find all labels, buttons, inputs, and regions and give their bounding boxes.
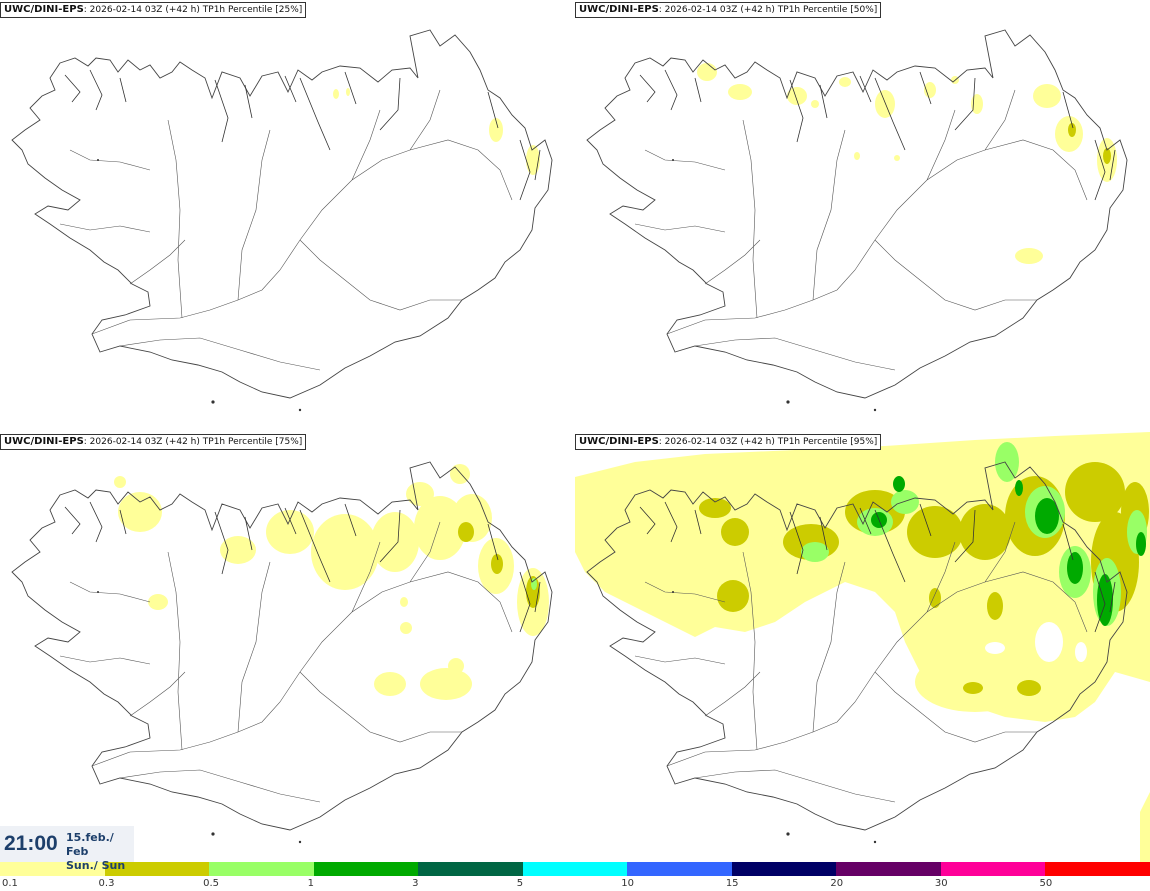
legend-swatch xyxy=(418,862,523,876)
precip-map xyxy=(11,29,553,412)
panel-title: UWC/DINI-EPS: 2026-02-14 03Z (+42 h) TP1… xyxy=(575,434,882,450)
legend-swatch xyxy=(627,862,732,876)
legend-swatch xyxy=(209,862,314,876)
precip-areas xyxy=(114,464,549,700)
legend-swatch xyxy=(104,862,210,876)
valid-date: 15.feb./ Feb Sun./ Sun xyxy=(66,831,134,873)
legend-swatch xyxy=(1045,862,1150,876)
precip-areas xyxy=(333,88,540,175)
legend-swatch xyxy=(940,862,1046,876)
legend-swatches xyxy=(0,862,1150,876)
legend-tick-label: 5 xyxy=(516,878,524,889)
panel-title: UWC/DINI-EPS: 2026-02-14 03Z (+42 h) TP1… xyxy=(575,2,882,18)
legend-tick-label: 1 xyxy=(307,878,314,889)
precip-areas xyxy=(575,432,1150,862)
precip-map xyxy=(586,29,1128,412)
precip-map xyxy=(11,461,553,844)
valid-time-box: 21:00 15.feb./ Feb Sun./ Sun xyxy=(0,826,134,872)
precip-map xyxy=(575,432,1150,862)
legend-swatch xyxy=(0,862,105,876)
legend-tick-label: 0.1 xyxy=(2,878,18,889)
iceland-outline xyxy=(11,29,553,412)
legend-tick-label: 3 xyxy=(412,878,419,889)
map-panel-75: UWC/DINI-EPS: 2026-02-14 03Z (+42 h) TP1… xyxy=(0,432,575,862)
legend-ticks: 0.1 0.3 0.5 1 3 5 10 15 20 30 50 xyxy=(0,876,1150,891)
color-legend: 0.1 0.3 0.5 1 3 5 10 15 20 30 50 xyxy=(0,862,1150,891)
legend-swatch xyxy=(522,862,628,876)
panel-title: UWC/DINI-EPS: 2026-02-14 03Z (+42 h) TP1… xyxy=(0,434,307,450)
map-panel-25: UWC/DINI-EPS: 2026-02-14 03Z (+42 h) TP1… xyxy=(0,0,575,430)
legend-tick-label: 20 xyxy=(830,878,844,889)
day-line: Sun./ Sun xyxy=(66,859,126,872)
legend-tick-label: 0.3 xyxy=(98,878,115,889)
legend-tick-label: 30 xyxy=(934,878,948,889)
legend-tick-label: 50 xyxy=(1039,878,1053,889)
date-line: 15.feb./ Feb xyxy=(66,831,114,858)
valid-time: 21:00 xyxy=(4,832,58,855)
legend-tick-label: 0.5 xyxy=(203,878,219,889)
map-panel-95: UWC/DINI-EPS: 2026-02-14 03Z (+42 h) TP1… xyxy=(575,432,1150,862)
map-panel-50: UWC/DINI-EPS: 2026-02-14 03Z (+42 h) TP1… xyxy=(575,0,1150,430)
legend-tick-label: 15 xyxy=(725,878,739,889)
legend-swatch xyxy=(313,862,419,876)
legend-swatch xyxy=(731,862,837,876)
legend-tick-label: 10 xyxy=(621,878,634,889)
legend-swatch xyxy=(836,862,941,876)
panel-title: UWC/DINI-EPS: 2026-02-14 03Z (+42 h) TP1… xyxy=(0,2,307,18)
precip-areas xyxy=(697,63,1117,264)
